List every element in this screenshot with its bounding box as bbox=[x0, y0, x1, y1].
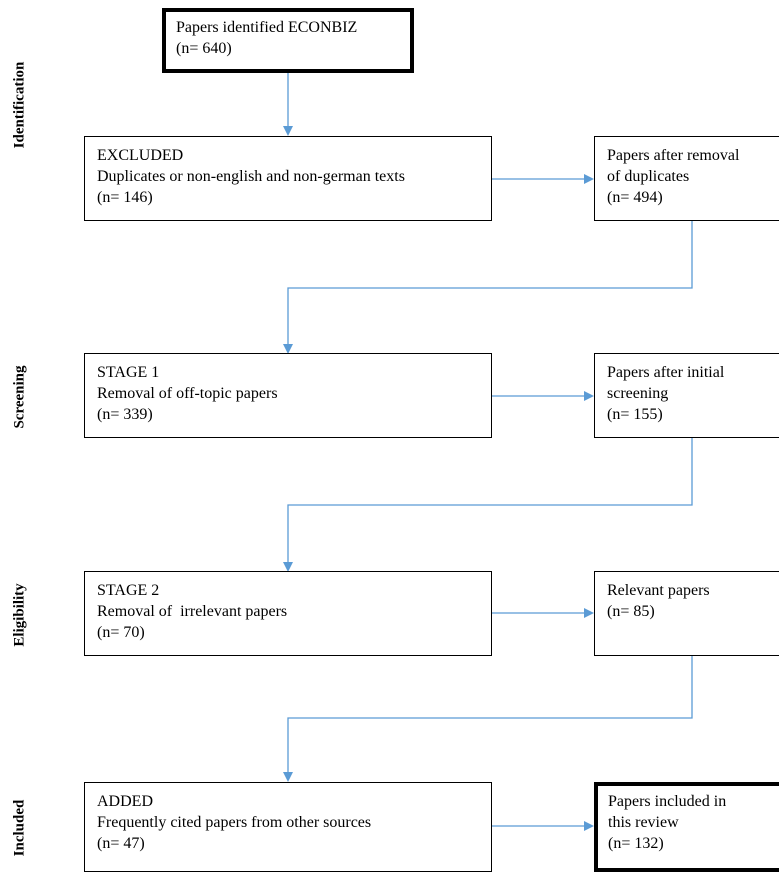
box-after-screening-count: (n= 155) bbox=[607, 406, 663, 423]
box-relevant-title: Relevant papers bbox=[607, 582, 710, 599]
box-excluded: EXCLUDED Duplicates or non-english and n… bbox=[84, 136, 492, 221]
box-after-screening: Papers after initial screening (n= 155) bbox=[594, 353, 779, 438]
box-papers-included-count: (n= 132) bbox=[608, 835, 664, 852]
box-after-screening-line2: screening bbox=[607, 385, 669, 402]
box-papers-identified-title: Papers identified ECONBIZ bbox=[176, 19, 358, 36]
box-after-duplicates: Papers after removal of duplicates (n= 4… bbox=[594, 136, 779, 221]
box-excluded-title: EXCLUDED bbox=[97, 147, 184, 164]
box-excluded-description: Duplicates or non-english and non-german… bbox=[97, 168, 405, 185]
box-relevant-count: (n= 85) bbox=[607, 603, 655, 620]
box-papers-included-line2: this review bbox=[608, 814, 679, 831]
box-excluded-count: (n= 146) bbox=[97, 189, 153, 206]
box-stage1: STAGE 1 Removal of off-topic papers (n= … bbox=[84, 353, 492, 438]
box-after-duplicates-line1: Papers after removal bbox=[607, 147, 740, 164]
box-added-title: ADDED bbox=[97, 793, 153, 810]
box-relevant: Relevant papers (n= 85) bbox=[594, 571, 779, 656]
box-papers-included: Papers included in this review (n= 132) bbox=[594, 782, 779, 872]
box-stage1-title: STAGE 1 bbox=[97, 364, 160, 381]
box-stage1-description: Removal of off-topic papers bbox=[97, 385, 278, 402]
box-added: ADDED Frequently cited papers from other… bbox=[84, 782, 492, 872]
box-after-duplicates-line2: of duplicates bbox=[607, 168, 690, 185]
box-papers-identified-count: (n= 640) bbox=[176, 40, 232, 57]
box-stage2-description: Removal of irrelevant papers bbox=[97, 603, 288, 620]
arrow-relevant-to-added bbox=[283, 656, 693, 782]
box-papers-included-line1: Papers included in bbox=[608, 793, 727, 810]
box-papers-identified: Papers identified ECONBIZ (n= 640) bbox=[162, 8, 414, 73]
box-stage1-count: (n= 339) bbox=[97, 406, 153, 423]
box-stage2-title: STAGE 2 bbox=[97, 582, 160, 599]
box-after-screening-line1: Papers after initial bbox=[607, 364, 725, 381]
box-stage2: STAGE 2 Removal of irrelevant papers (n=… bbox=[84, 571, 492, 656]
box-after-duplicates-count: (n= 494) bbox=[607, 189, 663, 206]
arrow-after-duplicates-to-stage1 bbox=[283, 221, 693, 354]
box-stage2-count: (n= 70) bbox=[97, 624, 145, 641]
box-added-count: (n= 47) bbox=[97, 835, 145, 852]
box-added-description: Frequently cited papers from other sourc… bbox=[97, 814, 372, 831]
arrow-after-screening-to-stage2 bbox=[283, 438, 693, 572]
